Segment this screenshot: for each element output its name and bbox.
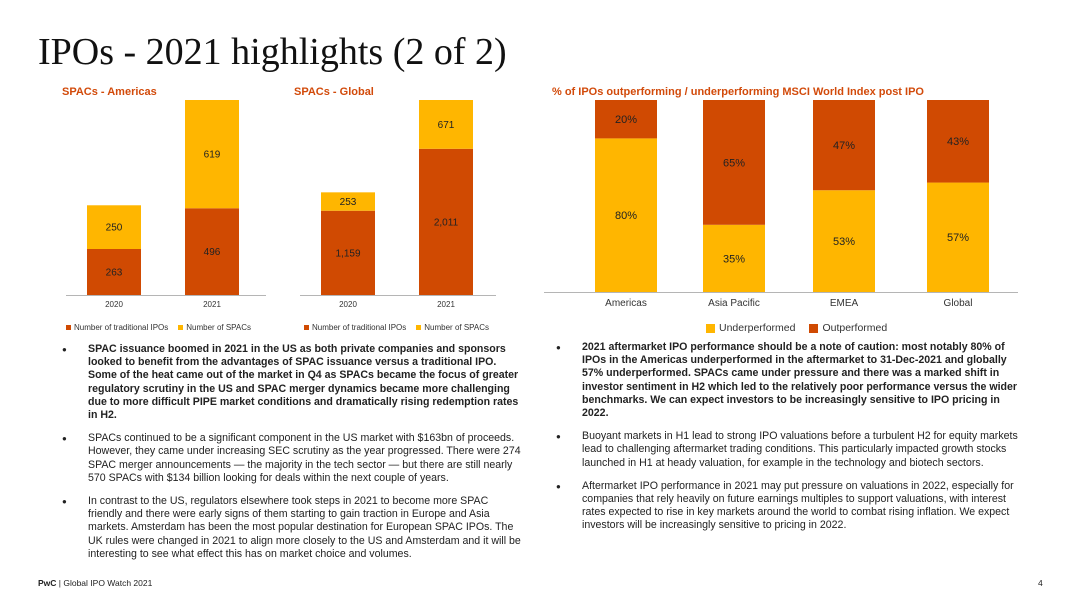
- data-label: 2,011: [434, 217, 459, 228]
- legend-item-underperformed: Underperformed: [706, 322, 795, 334]
- legend-item-traditional: Number of traditional IPOs: [304, 323, 406, 332]
- chart-title-spacs-global: SPACs - Global: [294, 86, 374, 98]
- footer-text: | Global IPO Watch 2021: [56, 578, 153, 588]
- bullet-item: Aftermarket IPO performance in 2021 may …: [556, 480, 1024, 533]
- data-label: 619: [204, 150, 221, 161]
- data-label: 57%: [947, 232, 969, 244]
- legend-item-spacs: Number of SPACs: [416, 323, 489, 332]
- bar-number-of-traditional-ipos-2021: [185, 208, 239, 295]
- bullet-item: Buoyant markets in H1 lead to strong IPO…: [556, 430, 1024, 470]
- chart-spacs-americas: 263 250 2020 496 619 2021: [66, 100, 266, 309]
- chart-ipo-performance: 80% 20% Americas 35% 65% Asia Pacific 53% 47% EM…: [544, 100, 1018, 309]
- legend-label: Underperformed: [719, 322, 796, 334]
- bar-underperformed-global: [927, 182, 989, 292]
- bar-number-of-spacs-2021: [185, 100, 239, 209]
- legend-label: Number of SPACs: [424, 323, 490, 332]
- chart-spacs-global: 1,159 253 2020 2,011 671 2021: [300, 100, 496, 309]
- legend-swatch-underperformed: [706, 323, 715, 333]
- data-label: 53%: [833, 236, 855, 248]
- data-label: 20%: [615, 114, 637, 126]
- data-label: 250: [106, 223, 123, 234]
- bar-number-of-spacs-2020: [87, 205, 141, 250]
- legend-label: Number of traditional IPOs: [74, 323, 169, 332]
- bar-number-of-traditional-ipos-2021: [419, 148, 473, 295]
- tick-label: 2020: [105, 300, 123, 309]
- data-label: 65%: [723, 157, 745, 169]
- legend-swatch-spacs: [416, 325, 422, 331]
- bullet-item: SPACs continued to be a significant comp…: [62, 432, 524, 485]
- bar-number-of-traditional-ipos-2020: [321, 210, 375, 295]
- data-label: 253: [340, 197, 357, 208]
- footer: PwC | Global IPO Watch 2021: [38, 578, 152, 588]
- legend-item-spacs: Number of SPACs: [178, 323, 251, 332]
- right-bullet-list: 2021 aftermarket IPO performance should …: [556, 341, 1024, 543]
- bar-outperformed-asia-pacific: [703, 100, 765, 225]
- tick-label: 2021: [203, 300, 221, 309]
- legend-swatch-traditional: [304, 325, 309, 331]
- page-number: 4: [1038, 578, 1043, 588]
- bullet-item: 2021 aftermarket IPO performance should …: [556, 341, 1024, 420]
- legend-swatch-traditional: [66, 325, 71, 331]
- legend-spacs-global: Number of traditional IPOs Number of SPA…: [304, 323, 489, 332]
- legend-swatch-spacs: [178, 325, 184, 331]
- tick-label: Americas: [605, 298, 647, 309]
- legend-item-traditional: Number of traditional IPOs: [66, 323, 168, 332]
- legend-item-outperformed: Outperformed: [809, 322, 887, 334]
- bar-underperformed-americas: [595, 138, 657, 292]
- bar-outperformed-emea: [813, 100, 875, 191]
- bar-outperformed-americas: [595, 100, 657, 139]
- data-label: 47%: [833, 140, 855, 152]
- bar-underperformed-emea: [813, 190, 875, 292]
- legend-label: Number of SPACs: [186, 323, 252, 332]
- data-label: 80%: [615, 210, 637, 222]
- chart-title-performance: % of IPOs outperforming / underperformin…: [552, 86, 924, 98]
- legend-label: Outperformed: [822, 322, 888, 334]
- tick-label: 2020: [339, 300, 357, 309]
- data-label: 35%: [723, 253, 745, 265]
- legend-swatch-outperformed: [809, 323, 819, 333]
- left-bullet-list: SPAC issuance boomed in 2021 in the US a…: [62, 343, 524, 571]
- data-label: 43%: [947, 136, 969, 148]
- data-label: 671: [438, 120, 455, 131]
- bar-outperformed-global: [927, 100, 989, 183]
- tick-label: 2021: [437, 300, 455, 309]
- bullet-item: SPAC issuance boomed in 2021 in the US a…: [62, 343, 524, 422]
- data-label: 496: [204, 247, 221, 258]
- footer-brand: PwC: [38, 578, 57, 588]
- legend-label: Number of traditional IPOs: [312, 323, 407, 332]
- chart-title-spacs-americas: SPACs - Americas: [62, 86, 157, 98]
- bar-number-of-spacs-2021: [419, 100, 473, 149]
- data-label: 263: [106, 268, 123, 279]
- tick-label: Asia Pacific: [708, 298, 760, 309]
- legend-performance: Underperformed Outperformed: [706, 322, 887, 334]
- bullet-item: In contrast to the US, regulators elsewh…: [62, 495, 524, 561]
- data-label: 1,159: [335, 248, 360, 259]
- page-title: IPOs - 2021 highlights (2 of 2): [38, 31, 507, 73]
- bar-underperformed-asia-pacific: [703, 224, 765, 292]
- legend-spacs-americas: Number of traditional IPOs Number of SPA…: [66, 323, 251, 332]
- bar-number-of-traditional-ipos-2020: [87, 249, 141, 295]
- bar-number-of-spacs-2020: [321, 192, 375, 211]
- tick-label: Global: [944, 298, 973, 309]
- tick-label: EMEA: [830, 298, 859, 309]
